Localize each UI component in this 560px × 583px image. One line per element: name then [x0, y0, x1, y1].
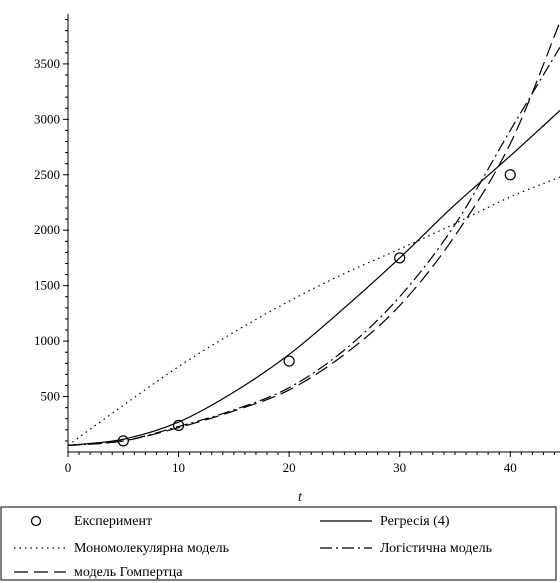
legend-label: Регресія (4) — [380, 514, 450, 529]
x-tick-label: 40 — [504, 460, 517, 475]
legend-label: модель Гомпертца — [74, 565, 183, 580]
x-axis-title: t — [298, 490, 303, 505]
y-tick-label: 3500 — [34, 56, 60, 71]
y-tick-label: 1500 — [34, 278, 60, 293]
legend-swatch — [30, 515, 42, 527]
data-point — [117, 435, 129, 447]
y-tick-label: 2500 — [34, 167, 60, 182]
y-tick-label: 500 — [41, 389, 61, 404]
y-tick-label: 3000 — [34, 111, 60, 126]
data-point — [394, 252, 406, 264]
axes: 500 1000 1500 2000 2500 3000 3500 0 10 20 30 40 — [34, 14, 560, 475]
series-line-4 — [67, 21, 560, 446]
data-point — [504, 169, 516, 181]
legend-box — [0, 506, 557, 581]
legend: Експеримент Регресія (4) Мономолекулярна м… — [0, 506, 557, 581]
x-tick-label: 10 — [172, 460, 185, 475]
series-line-2 — [67, 176, 560, 446]
x-tick-label: 20 — [283, 460, 296, 475]
legend-label: Експеримент — [74, 514, 152, 529]
series-layer — [67, 21, 560, 447]
data-point — [283, 355, 295, 367]
x-tick-label: 30 — [393, 460, 406, 475]
series-line-3 — [67, 46, 560, 446]
y-tick-label: 1000 — [34, 333, 60, 348]
series-line-1 — [67, 110, 560, 446]
x-tick-label: 0 — [65, 460, 72, 475]
y-tick-label: 2000 — [34, 222, 60, 237]
legend-label: Логістична модель — [380, 541, 492, 556]
legend-label: Мономолекулярна модель — [74, 541, 229, 556]
